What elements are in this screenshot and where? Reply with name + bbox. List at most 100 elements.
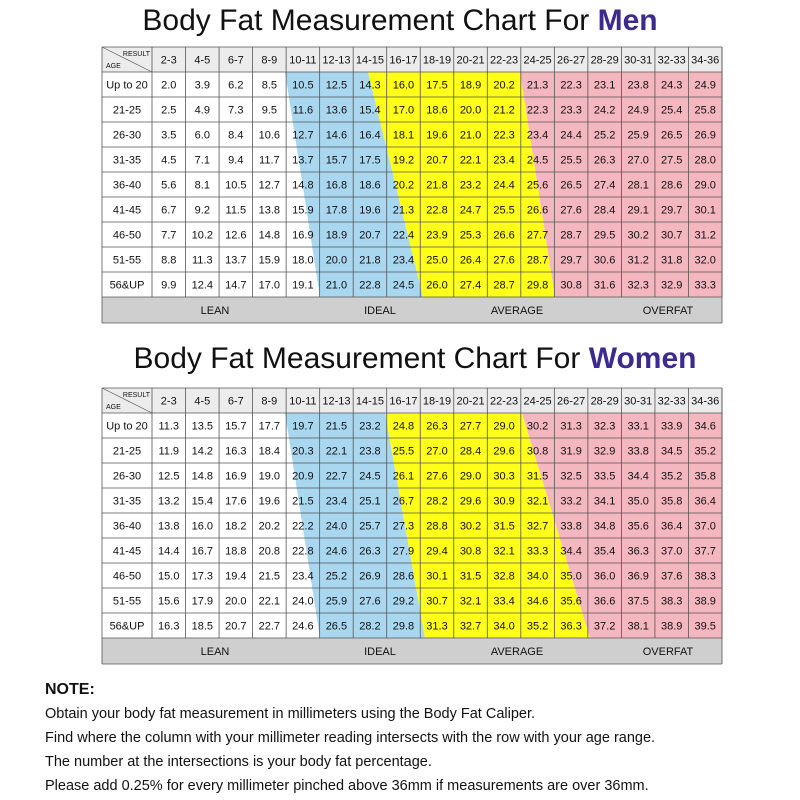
cell-value: 38.9 [661, 620, 682, 632]
column-header: 8-9 [261, 54, 277, 66]
cell-value: 19.6 [359, 204, 380, 216]
cell-value: 25.7 [359, 520, 380, 532]
cell-value: 32.1 [527, 495, 548, 507]
cell-value: 19.7 [292, 420, 313, 432]
cell-value: 24.5 [359, 470, 380, 482]
note-line: The number at the intersections is your … [45, 754, 432, 770]
header-background [102, 47, 722, 72]
cell-value: 30.2 [460, 520, 481, 532]
cell-value: 35.0 [560, 570, 581, 582]
cell-value: 23.4 [527, 129, 548, 141]
cell-value: 31.8 [661, 254, 682, 266]
title-highlight: Men [598, 4, 658, 37]
column-header: 22-23 [490, 395, 518, 407]
cell-value: 18.2 [225, 520, 246, 532]
cell-value: 17.0 [259, 279, 280, 291]
cell-value: 13.8 [158, 520, 179, 532]
cell-value: 35.2 [661, 470, 682, 482]
cell-value: 19.2 [393, 154, 414, 166]
cell-value: 20.9 [292, 470, 313, 482]
cell-value: 35.6 [560, 595, 581, 607]
cell-value: 39.5 [695, 620, 716, 632]
cell-value: 23.2 [460, 179, 481, 191]
row-header: 41-45 [113, 545, 141, 557]
cell-value: 34.1 [594, 495, 615, 507]
cell-value: 27.6 [560, 204, 581, 216]
cell-value: 20.3 [292, 445, 313, 457]
cell-value: 25.5 [393, 445, 414, 457]
cell-value: 25.9 [627, 129, 648, 141]
cell-value: 27.0 [627, 154, 648, 166]
cell-value: 35.6 [627, 520, 648, 532]
cell-value: 38.3 [695, 570, 716, 582]
cell-value: 30.3 [493, 470, 514, 482]
cell-value: 34.4 [627, 470, 648, 482]
cell-value: 26.5 [326, 620, 347, 632]
cell-value: 23.4 [326, 495, 347, 507]
note-line: Obtain your body fat measurement in mill… [45, 706, 535, 722]
cell-value: 8.8 [161, 254, 176, 266]
cell-value: 30.7 [661, 229, 682, 241]
cell-value: 26.0 [426, 279, 447, 291]
cell-value: 13.2 [158, 495, 179, 507]
cell-value: 31.5 [460, 570, 481, 582]
column-header: 20-21 [456, 395, 484, 407]
cell-value: 19.1 [292, 279, 313, 291]
cell-value: 18.1 [393, 129, 414, 141]
cell-value: 25.6 [527, 179, 548, 191]
cell-value: 18.5 [192, 620, 213, 632]
cell-value: 9.2 [195, 204, 210, 216]
column-header: 30-31 [624, 54, 652, 66]
cell-value: 34.8 [594, 520, 615, 532]
cell-value: 14.6 [326, 129, 347, 141]
cell-value: 24.9 [627, 104, 648, 116]
cell-value: 32.7 [527, 520, 548, 532]
cell-value: 30.2 [627, 229, 648, 241]
cell-value: 11.3 [192, 254, 213, 266]
cell-value: 16.3 [225, 445, 246, 457]
zone-label: AVERAGE [491, 646, 543, 658]
cell-value: 24.5 [393, 279, 414, 291]
cell-value: 21.0 [460, 129, 481, 141]
cell-value: 18.9 [460, 79, 481, 91]
cell-value: 32.1 [460, 595, 481, 607]
cell-value: 21.8 [426, 179, 447, 191]
cell-value: 36.3 [627, 545, 648, 557]
zone-label: LEAN [201, 646, 230, 658]
cell-value: 15.9 [292, 204, 313, 216]
cell-value: 29.0 [493, 420, 514, 432]
cell-value: 26.3 [426, 420, 447, 432]
cell-value: 15.9 [259, 254, 280, 266]
cell-value: 28.7 [527, 254, 548, 266]
cell-value: 8.1 [195, 179, 210, 191]
cell-value: 35.4 [594, 545, 615, 557]
cell-value: 22.2 [292, 520, 313, 532]
cell-value: 30.2 [527, 420, 548, 432]
cell-value: 25.1 [359, 495, 380, 507]
women-title: Body Fat Measurement Chart For Women [134, 342, 697, 375]
column-header: 18-19 [423, 54, 451, 66]
cell-value: 8.5 [262, 79, 277, 91]
cell-value: 25.3 [460, 229, 481, 241]
cell-value: 35.8 [695, 470, 716, 482]
row-header: 46-50 [113, 229, 141, 241]
cell-value: 28.6 [661, 179, 682, 191]
cell-value: 16.9 [225, 470, 246, 482]
cell-value: 28.4 [460, 445, 481, 457]
cell-value: 36.9 [627, 570, 648, 582]
cell-value: 10.2 [192, 229, 213, 241]
column-header: 10-11 [289, 395, 316, 407]
cell-value: 7.7 [161, 229, 176, 241]
cell-value: 20.7 [426, 154, 447, 166]
cell-border [101, 387, 153, 414]
cell-value: 6.7 [161, 204, 176, 216]
cell-value: 27.5 [661, 154, 682, 166]
cell-value: 29.0 [460, 470, 481, 482]
cell-value: 24.0 [326, 520, 347, 532]
cell-value: 30.8 [560, 279, 581, 291]
cell-value: 23.3 [560, 104, 581, 116]
cell-value: 14.3 [359, 79, 380, 91]
cell-value: 15.6 [158, 595, 179, 607]
column-header: 24-25 [524, 395, 552, 407]
